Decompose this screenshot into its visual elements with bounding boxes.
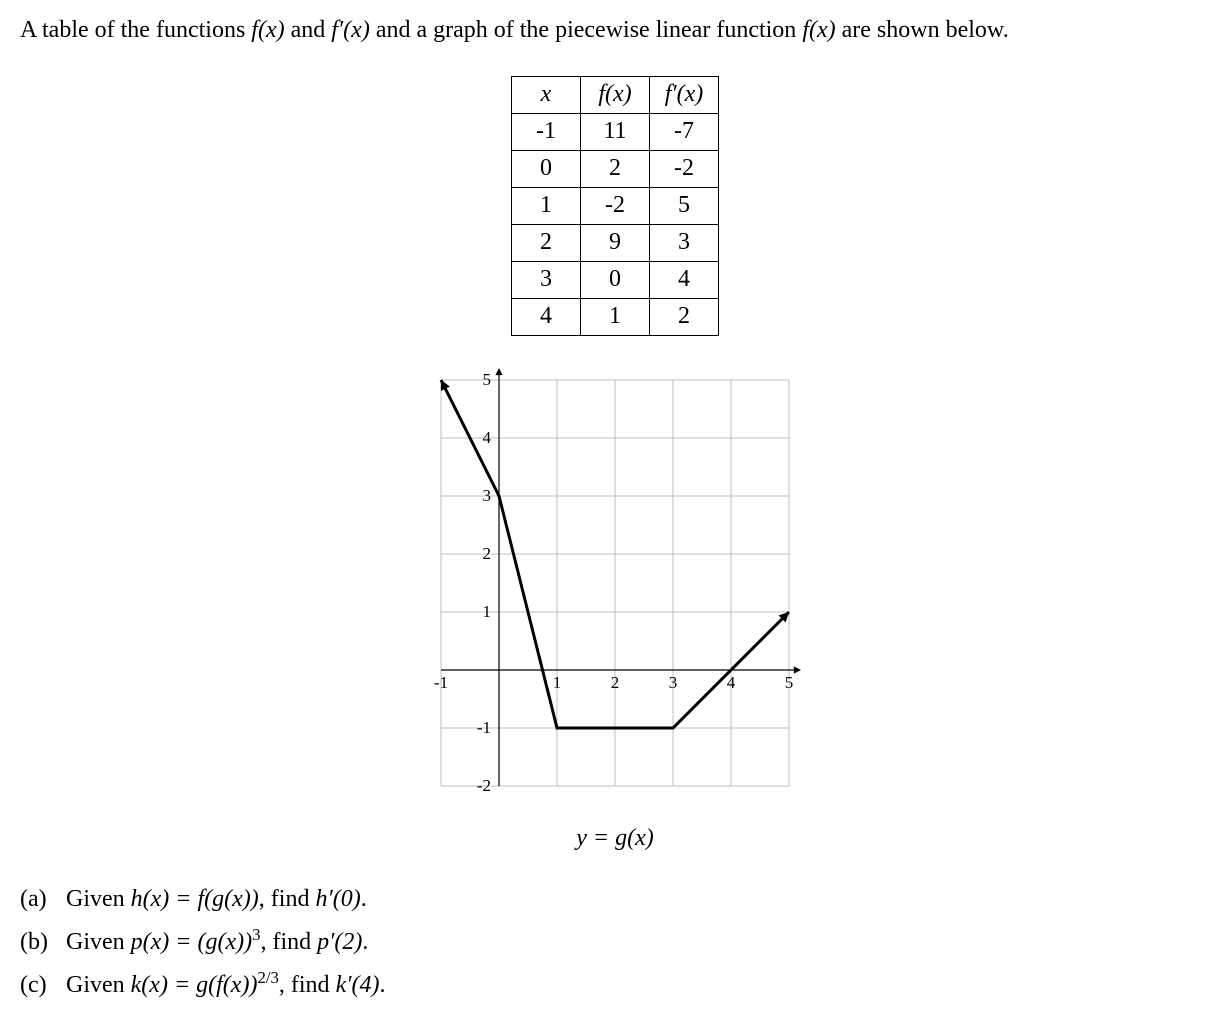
th-fx: f(x) bbox=[598, 81, 631, 107]
qb-pre: Given bbox=[66, 929, 131, 955]
graph-caption-y: y = bbox=[576, 825, 615, 851]
qa-pre: Given bbox=[66, 886, 131, 912]
table-row: 304 bbox=[512, 261, 719, 298]
qc-exp: 2/3 bbox=[257, 968, 278, 987]
intro-part2: and bbox=[291, 17, 332, 43]
svg-text:5: 5 bbox=[483, 370, 492, 389]
svg-text:3: 3 bbox=[669, 673, 678, 692]
table-cell: -7 bbox=[650, 113, 719, 150]
table-cell: -1 bbox=[512, 113, 581, 150]
qb-def: p(x) = (g(x)) bbox=[131, 929, 252, 955]
intro-part4: are shown below. bbox=[842, 17, 1009, 43]
intro-fpx: f′(x) bbox=[331, 17, 370, 43]
svg-text:-2: -2 bbox=[477, 776, 491, 795]
table-row: -111-7 bbox=[512, 113, 719, 150]
table-cell: 0 bbox=[512, 150, 581, 187]
svg-text:4: 4 bbox=[483, 428, 492, 447]
table-cell: -2 bbox=[650, 150, 719, 187]
svg-text:4: 4 bbox=[727, 673, 736, 692]
svg-text:2: 2 bbox=[483, 544, 492, 563]
graph-svg: -1 1 2 3 4 5 -2 -1 1 2 3 4 5 bbox=[419, 358, 811, 808]
function-table: x f(x) f′(x) -111-702-21-25293304412 bbox=[511, 76, 719, 336]
table-cell: 9 bbox=[581, 224, 650, 261]
table-cell: 4 bbox=[650, 261, 719, 298]
intro-fx2: f(x) bbox=[802, 17, 835, 43]
table-row: 293 bbox=[512, 224, 719, 261]
qb-end: . bbox=[362, 929, 368, 955]
table-cell: 3 bbox=[650, 224, 719, 261]
svg-text:5: 5 bbox=[785, 673, 794, 692]
table-cell: 2 bbox=[650, 298, 719, 335]
table-cell: 0 bbox=[581, 261, 650, 298]
graph-caption: y = g(x) bbox=[419, 825, 811, 852]
intro-part3: and a graph of the piecewise linear func… bbox=[376, 17, 803, 43]
intro-fx: f(x) bbox=[251, 17, 284, 43]
question-c: (c) Given k(x) = g(f(x))2/3, find k′(4). bbox=[20, 963, 1210, 1006]
qa-end: . bbox=[361, 886, 367, 912]
qb-target: p′(2) bbox=[317, 929, 362, 955]
table-cell: 4 bbox=[512, 298, 581, 335]
qa-post: , find bbox=[259, 886, 316, 912]
qb-label: (b) bbox=[20, 921, 60, 963]
graph-caption-fn: g(x) bbox=[615, 825, 654, 851]
graph: -1 1 2 3 4 5 -2 -1 1 2 3 4 5 y = g(x) bbox=[419, 358, 811, 852]
svg-text:-1: -1 bbox=[477, 718, 491, 737]
qc-label: (c) bbox=[20, 964, 60, 1006]
qa-label: (a) bbox=[20, 878, 60, 920]
intro-part1: A table of the functions bbox=[20, 17, 251, 43]
table-cell: 3 bbox=[512, 261, 581, 298]
table-cell: 11 bbox=[581, 113, 650, 150]
th-fpx: f′(x) bbox=[665, 81, 704, 107]
intro-text: A table of the functions f(x) and f′(x) … bbox=[20, 14, 1210, 48]
qb-post: , find bbox=[261, 929, 318, 955]
table-row: 02-2 bbox=[512, 150, 719, 187]
svg-text:1: 1 bbox=[483, 602, 492, 621]
question-a: (a) Given h(x) = f(g(x)), find h′(0). bbox=[20, 878, 1210, 920]
th-x: x bbox=[541, 81, 552, 107]
table-cell: -2 bbox=[581, 187, 650, 224]
question-b: (b) Given p(x) = (g(x))3, find p′(2). bbox=[20, 920, 1210, 963]
qa-def: h(x) = f(g(x)) bbox=[131, 886, 259, 912]
svg-text:2: 2 bbox=[611, 673, 620, 692]
table-cell: 5 bbox=[650, 187, 719, 224]
table-header-row: x f(x) f′(x) bbox=[512, 76, 719, 113]
questions: (a) Given h(x) = f(g(x)), find h′(0). (b… bbox=[20, 878, 1210, 1006]
table-cell: 2 bbox=[512, 224, 581, 261]
svg-text:3: 3 bbox=[483, 486, 492, 505]
table-cell: 2 bbox=[581, 150, 650, 187]
table-cell: 1 bbox=[581, 298, 650, 335]
svg-text:-1: -1 bbox=[434, 673, 448, 692]
table-body: -111-702-21-25293304412 bbox=[512, 113, 719, 335]
svg-text:1: 1 bbox=[553, 673, 562, 692]
table-row: 412 bbox=[512, 298, 719, 335]
table-row: 1-25 bbox=[512, 187, 719, 224]
table-cell: 1 bbox=[512, 187, 581, 224]
qa-target: h′(0) bbox=[315, 886, 360, 912]
qb-exp: 3 bbox=[252, 925, 260, 944]
